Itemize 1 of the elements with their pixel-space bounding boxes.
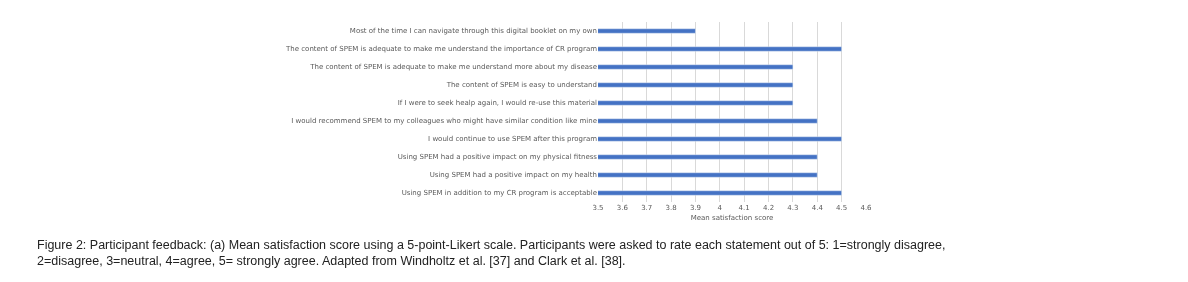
caption: Figure 2: Participant feedback: (a) Mean satisfaction score using a 5-point-Likert scale. Participants were asked to rate each statement out of 5: 1=strongly disagree, 2=disagree, 3=neutral, 4=agree, 5= strongly agree. Adapted from Windholtz et al. [37] and Clark et al. [38].	[37, 238, 946, 269]
